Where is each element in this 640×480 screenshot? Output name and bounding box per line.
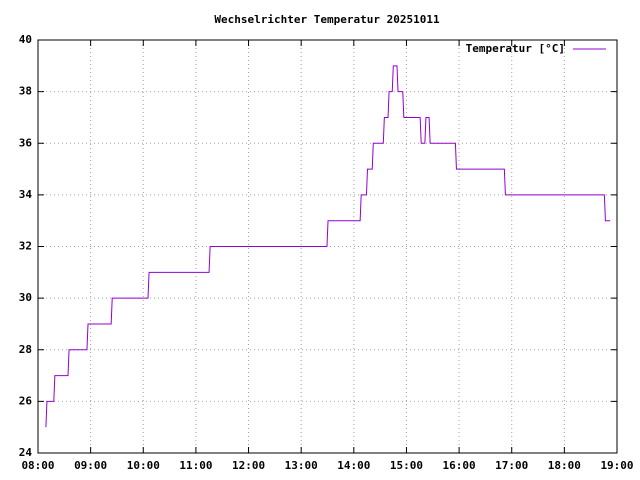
y-tick-label: 30 — [19, 291, 32, 304]
x-tick-label: 17:00 — [495, 459, 528, 472]
x-tick-label: 19:00 — [600, 459, 633, 472]
y-tick-label: 32 — [19, 240, 32, 253]
x-tick-label: 09:00 — [74, 459, 107, 472]
x-tick-label: 08:00 — [21, 459, 54, 472]
plot-border — [37, 39, 618, 454]
y-tick-label: 24 — [19, 446, 33, 459]
y-tick-label: 38 — [19, 85, 32, 98]
x-tick-label: 15:00 — [390, 459, 423, 472]
y-tick-label: 36 — [19, 136, 33, 149]
chart-title: Wechselrichter Temperatur 20251011 — [214, 13, 440, 26]
y-tick-label: 34 — [19, 188, 33, 201]
y-tick-label: 40 — [19, 33, 32, 46]
x-tick-label: 12:00 — [232, 459, 265, 472]
x-tick-label: 18:00 — [548, 459, 581, 472]
y-tick-label: 28 — [19, 343, 32, 356]
x-tick-label: 16:00 — [443, 459, 476, 472]
x-tick-label: 14:00 — [337, 459, 370, 472]
legend-label: Temperatur [°C] — [466, 42, 565, 55]
y-tick-label: 26 — [19, 394, 33, 407]
x-tick-label: 13:00 — [285, 459, 318, 472]
data-line — [45, 65, 611, 428]
x-tick-label: 10:00 — [127, 459, 160, 472]
x-tick-label: 11:00 — [179, 459, 212, 472]
